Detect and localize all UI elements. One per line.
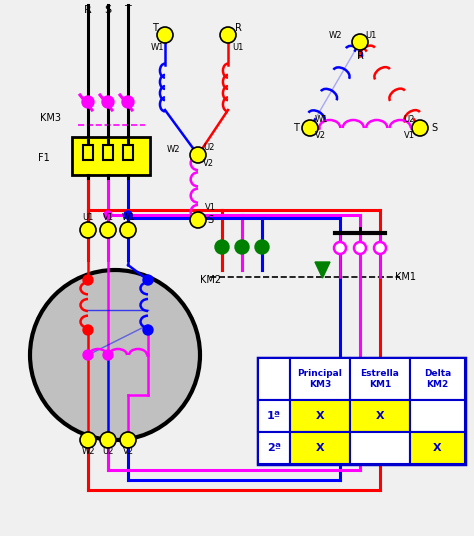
Circle shape: [157, 27, 173, 43]
Bar: [410, 358, 465, 400]
Text: V1: V1: [102, 213, 113, 222]
Bar: [83, 145, 93, 160]
Circle shape: [102, 96, 114, 108]
Circle shape: [104, 211, 112, 219]
Text: V2: V2: [315, 131, 326, 140]
Bar: [72, 137, 150, 175]
Text: W1: W1: [121, 213, 135, 222]
Text: Delta
KM2: Delta KM2: [424, 369, 451, 389]
Circle shape: [374, 242, 386, 254]
Circle shape: [80, 222, 96, 238]
Text: T: T: [152, 23, 158, 33]
Text: V2: V2: [122, 448, 134, 457]
Text: W2: W2: [81, 448, 95, 457]
Bar: [258, 400, 290, 432]
Text: W1: W1: [150, 43, 164, 53]
Circle shape: [124, 211, 132, 219]
Circle shape: [412, 120, 428, 136]
Text: U2: U2: [102, 448, 114, 457]
Text: U1: U1: [82, 213, 94, 222]
Text: KM3: KM3: [40, 113, 61, 123]
Text: T: T: [125, 5, 131, 15]
Text: T: T: [293, 123, 299, 133]
Bar: [290, 432, 350, 464]
Bar: [258, 432, 290, 464]
Bar: [350, 400, 410, 432]
Circle shape: [334, 242, 346, 254]
Text: U1: U1: [365, 32, 376, 41]
Circle shape: [120, 222, 136, 238]
Circle shape: [80, 432, 96, 448]
Circle shape: [83, 275, 93, 285]
Circle shape: [82, 96, 94, 108]
Circle shape: [100, 432, 116, 448]
Text: R: R: [235, 23, 241, 33]
Circle shape: [255, 240, 269, 254]
Bar: [410, 432, 465, 464]
Circle shape: [83, 350, 93, 360]
Text: Principal
KM3: Principal KM3: [298, 369, 342, 389]
Bar: [103, 145, 113, 160]
Text: 1ª: 1ª: [267, 411, 281, 421]
Text: U2: U2: [203, 143, 214, 152]
Bar: [350, 432, 410, 464]
Text: X: X: [433, 443, 442, 453]
Circle shape: [354, 242, 366, 254]
Text: W2: W2: [328, 32, 342, 41]
Bar: [123, 145, 133, 160]
Circle shape: [235, 240, 249, 254]
Text: KM2: KM2: [200, 275, 221, 285]
Circle shape: [190, 147, 206, 163]
Text: X: X: [376, 411, 384, 421]
Text: U2: U2: [404, 115, 415, 124]
Circle shape: [103, 350, 113, 360]
Polygon shape: [315, 262, 330, 278]
Bar: [258, 358, 290, 400]
Text: V2: V2: [203, 159, 214, 167]
Circle shape: [220, 27, 236, 43]
Text: V1: V1: [404, 131, 415, 140]
Circle shape: [143, 325, 153, 335]
Text: 2ª: 2ª: [267, 443, 281, 453]
Bar: [350, 358, 410, 400]
Text: S: S: [207, 215, 213, 225]
Text: X: X: [316, 443, 324, 453]
Circle shape: [122, 96, 134, 108]
Bar: [290, 358, 350, 400]
Circle shape: [215, 240, 229, 254]
Bar: [290, 400, 350, 432]
Text: U1: U1: [232, 43, 244, 53]
Text: KM1: KM1: [395, 272, 416, 282]
Text: X: X: [316, 411, 324, 421]
Text: F1: F1: [38, 153, 50, 163]
Bar: [258, 358, 465, 464]
Text: W1: W1: [315, 115, 328, 124]
Text: W2: W2: [166, 145, 180, 154]
Text: Estrella
KM1: Estrella KM1: [361, 369, 400, 389]
Circle shape: [190, 212, 206, 228]
Circle shape: [100, 222, 116, 238]
Text: V1: V1: [204, 204, 216, 212]
Circle shape: [302, 120, 318, 136]
Circle shape: [352, 34, 368, 50]
Text: R: R: [356, 51, 364, 61]
Circle shape: [30, 270, 200, 440]
Text: S: S: [431, 123, 437, 133]
Circle shape: [143, 275, 153, 285]
Text: S: S: [104, 5, 111, 15]
Circle shape: [120, 432, 136, 448]
Bar: [410, 400, 465, 432]
Circle shape: [83, 325, 93, 335]
Text: R: R: [84, 5, 92, 15]
